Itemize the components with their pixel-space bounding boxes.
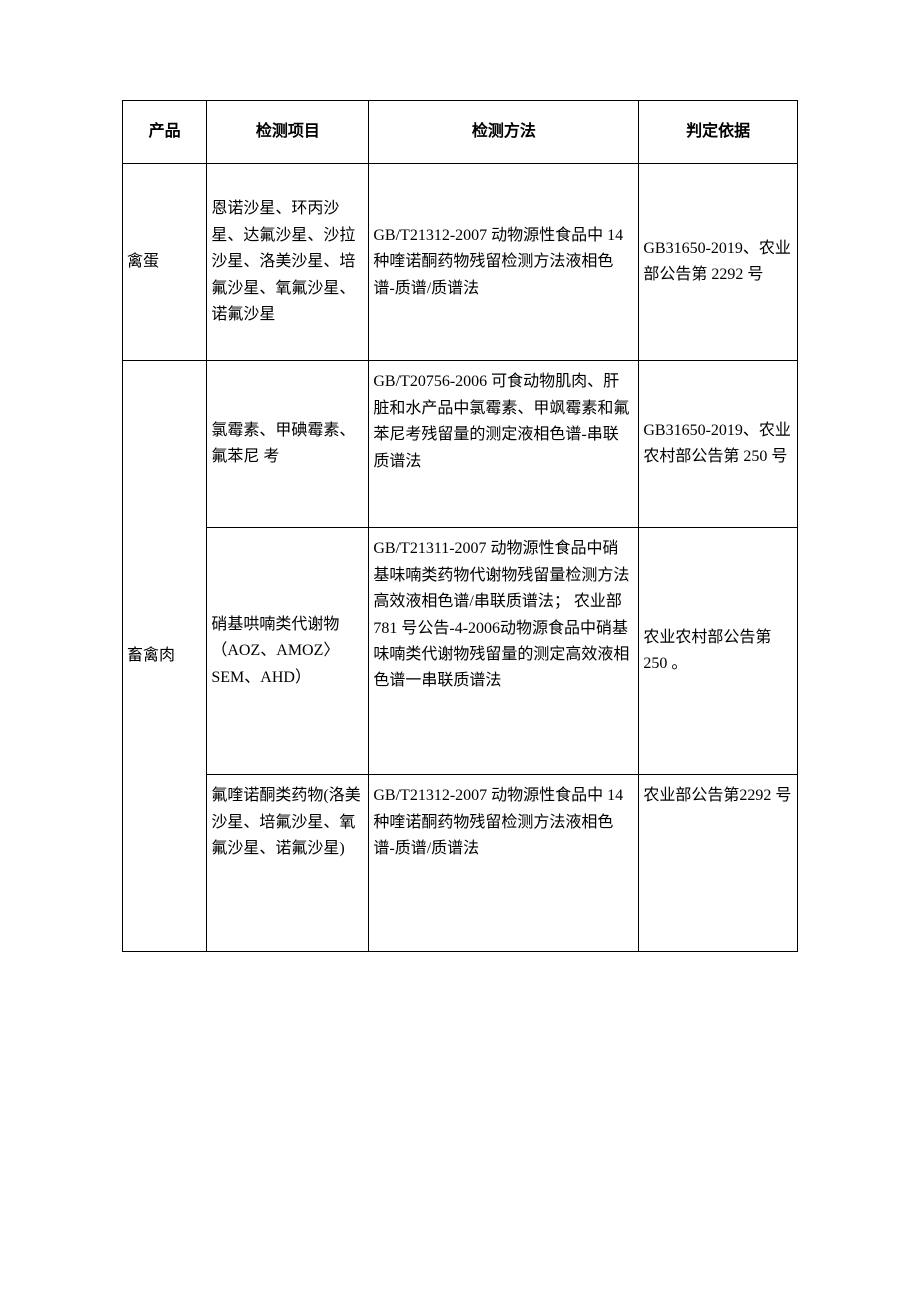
cell-basis: GB31650-2019、农业部公告第 2292 号	[639, 164, 798, 361]
table-head: 产品 检测项目 检测方法 判定依据	[123, 101, 798, 164]
cell-product: 禽蛋	[123, 164, 207, 361]
page: 产品 检测项目 检测方法 判定依据 禽蛋 恩诺沙星、环丙沙星、达氟沙星、沙拉沙星…	[0, 0, 920, 952]
detection-table: 产品 检测项目 检测方法 判定依据 禽蛋 恩诺沙星、环丙沙星、达氟沙星、沙拉沙星…	[122, 100, 798, 952]
cell-basis: 农业部公告第2292 号	[639, 775, 798, 952]
cell-item: 恩诺沙星、环丙沙星、达氟沙星、沙拉沙星、洛美沙星、培氟沙星、氧氟沙星、诺氟沙星	[207, 164, 369, 361]
cell-method: GB/T21312-2007 动物源性食品中 14 种喹诺酮药物残留检测方法液相…	[369, 164, 639, 361]
table-row: 禽蛋 恩诺沙星、环丙沙星、达氟沙星、沙拉沙星、洛美沙星、培氟沙星、氧氟沙星、诺氟…	[123, 164, 798, 361]
header-row: 产品 检测项目 检测方法 判定依据	[123, 101, 798, 164]
cell-item: 硝基哄喃类代谢物（AOZ、AMOZ〉SEM、AHD）	[207, 528, 369, 775]
table-row: 硝基哄喃类代谢物（AOZ、AMOZ〉SEM、AHD） GB/T21311-200…	[123, 528, 798, 775]
cell-item: 氯霉素、甲碘霉素、氟苯尼 考	[207, 361, 369, 528]
col-method: 检测方法	[369, 101, 639, 164]
col-item: 检测项目	[207, 101, 369, 164]
table-row: 氟喹诺酮类药物(洛美沙星、培氟沙星、氧氟沙星、诺氟沙星) GB/T21312-2…	[123, 775, 798, 952]
cell-product: 畜禽肉	[123, 361, 207, 952]
cell-method: GB/T21312-2007 动物源性食品中 14 种喹诺酮药物残留检测方法液相…	[369, 775, 639, 952]
cell-method: GB/T20756-2006 可食动物肌肉、肝脏和水产品中氯霉素、甲飒霉素和氟苯…	[369, 361, 639, 528]
cell-basis: 农业农村部公告第 250 。	[639, 528, 798, 775]
cell-item: 氟喹诺酮类药物(洛美沙星、培氟沙星、氧氟沙星、诺氟沙星)	[207, 775, 369, 952]
table-body: 禽蛋 恩诺沙星、环丙沙星、达氟沙星、沙拉沙星、洛美沙星、培氟沙星、氧氟沙星、诺氟…	[123, 164, 798, 952]
col-product: 产品	[123, 101, 207, 164]
cell-basis: GB31650-2019、农业农村部公告第 250 号	[639, 361, 798, 528]
table-row: 畜禽肉 氯霉素、甲碘霉素、氟苯尼 考 GB/T20756-2006 可食动物肌肉…	[123, 361, 798, 528]
col-basis: 判定依据	[639, 101, 798, 164]
cell-method: GB/T21311-2007 动物源性食品中硝基味喃类药物代谢物残留量检测方法高…	[369, 528, 639, 775]
